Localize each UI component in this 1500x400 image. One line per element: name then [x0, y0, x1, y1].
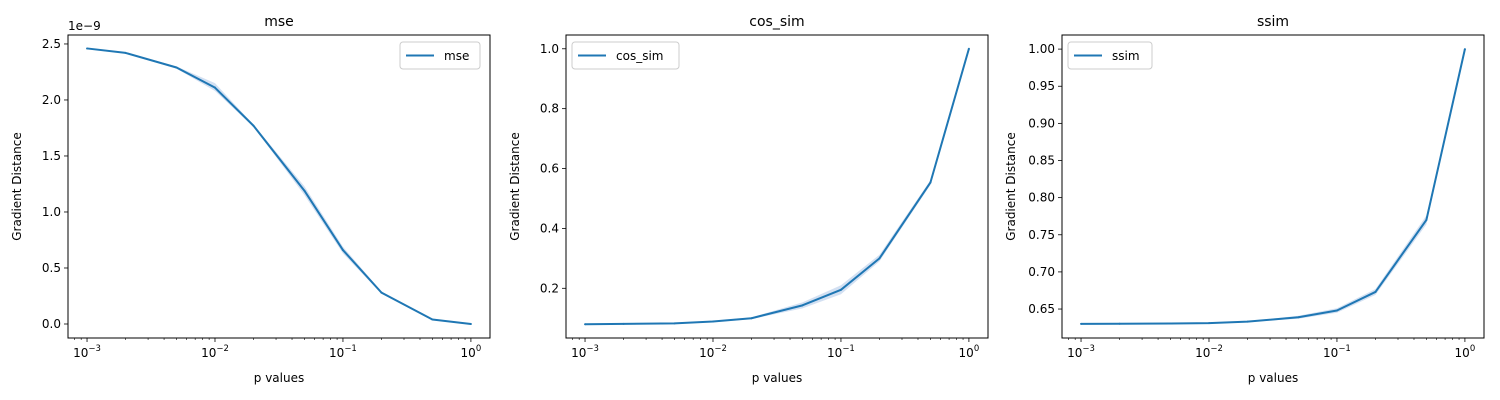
data-point: [622, 322, 625, 325]
x-tick-label: 10−2: [201, 344, 229, 360]
x-axis-label: p values: [752, 371, 802, 385]
data-point: [1335, 309, 1338, 312]
y-tick-label: 0.0: [42, 317, 61, 331]
data-point: [584, 323, 587, 326]
x-tick-label: 10−1: [329, 344, 357, 360]
x-tick-label: 100: [959, 344, 980, 360]
data-point: [469, 322, 472, 325]
axes-frame: [67, 34, 491, 339]
x-tick-label: 10−3: [571, 344, 599, 360]
legend-box: [1067, 41, 1153, 70]
x-tick-label: 10−1: [827, 344, 855, 360]
y-tick-label: 2.0: [42, 93, 61, 107]
chart-panel-mse: mse 10−3 10−2 10−1 100 0.0 0.5 1.0 1.5 2.0 2.5 p va…: [10, 14, 491, 385]
data-point: [124, 51, 127, 54]
legend-label: ssim: [1112, 49, 1140, 63]
y-tick-label: 0.90: [1028, 116, 1055, 130]
data-point: [711, 320, 714, 323]
x-tick-label: 10−1: [1323, 344, 1351, 360]
y-tick-label: 2.5: [42, 37, 61, 51]
legend-label: mse: [444, 49, 469, 63]
legend-box: [399, 41, 481, 70]
confidence-band-mse: [87, 47, 471, 324]
axes-frame: [1061, 34, 1485, 339]
chart-panel-ssim: ssim 10−3 10−2 10−1 100 0.65 0.70 0.75 0.80 0.85 0…: [1004, 14, 1485, 385]
data-point: [380, 291, 383, 294]
data-point: [1463, 48, 1466, 51]
data-point: [1374, 290, 1377, 293]
y-axis-label: Gradient Distance: [10, 132, 24, 241]
series-line-mse: [86, 47, 472, 325]
data-point: [213, 86, 216, 89]
y-tick-label: 0.80: [1028, 191, 1055, 205]
y-tick-label: 0.2: [540, 281, 559, 295]
y-tick-label: 1.5: [42, 149, 61, 163]
data-point: [1080, 322, 1083, 325]
data-point: [86, 47, 89, 50]
x-tick-label: 10−3: [1067, 344, 1095, 360]
data-point: [1425, 218, 1428, 221]
data-point: [967, 47, 970, 50]
data-point: [303, 189, 306, 192]
chart-title: ssim: [1257, 14, 1289, 30]
axes-frame: [565, 34, 989, 339]
x-axis-label: p values: [254, 371, 304, 385]
y-tick-label: 0.75: [1028, 228, 1055, 242]
y-tick-label: 0.65: [1028, 302, 1055, 316]
series-line-ssim: [1081, 48, 1466, 325]
data-point: [750, 317, 753, 320]
x-axis-label: p values: [1248, 371, 1298, 385]
data-point: [1297, 316, 1300, 319]
y-axis-label: Gradient Distance: [508, 132, 522, 241]
data-point: [1169, 322, 1172, 325]
legend: mse: [399, 41, 481, 70]
data-point: [431, 318, 434, 321]
y-axis-label: Gradient Distance: [1004, 132, 1018, 241]
y-tick-label: 0.5: [42, 261, 61, 275]
chart-title: mse: [264, 14, 294, 30]
data-point: [839, 288, 842, 291]
confidence-band-ssim: [1081, 49, 1465, 325]
data-point: [1207, 322, 1210, 325]
y-tick-label: 1.0: [42, 205, 61, 219]
data-point: [929, 181, 932, 184]
data-point: [341, 249, 344, 252]
y-tick-label: 1.0: [540, 42, 559, 56]
data-point: [1118, 322, 1121, 325]
y-tick-label: 0.95: [1028, 79, 1055, 93]
y-tick-label: 1.00: [1028, 42, 1055, 56]
x-tick-label: 10−2: [1195, 344, 1223, 360]
legend-label: cos_sim: [616, 49, 663, 63]
x-tick-label: 10−3: [73, 344, 101, 360]
x-tick-label: 100: [461, 344, 482, 360]
data-point: [1246, 320, 1249, 323]
legend: ssim: [1067, 41, 1153, 70]
x-tick-label: 100: [1455, 344, 1476, 360]
legend: cos_sim: [571, 41, 680, 70]
data-point: [801, 304, 804, 307]
y-tick-label: 0.6: [540, 162, 559, 176]
y-tick-label: 0.85: [1028, 154, 1055, 168]
data-point: [673, 322, 676, 325]
data-point: [878, 257, 881, 260]
data-point: [175, 66, 178, 69]
chart-title: cos_sim: [749, 14, 804, 30]
chart-panel-cos_sim: cos_sim 10−3 10−2 10−1 100 0.2 0.4 0.6 0.8 1.0 p v…: [508, 14, 989, 385]
y-tick-label: 0.8: [540, 102, 559, 116]
data-point: [252, 124, 255, 127]
x-tick-label: 10−2: [699, 344, 727, 360]
y-offset-label: 1e−9: [68, 19, 101, 33]
series-line-cos_sim: [585, 48, 970, 326]
y-tick-label: 0.70: [1028, 265, 1055, 279]
confidence-band-cos_sim: [585, 48, 969, 325]
y-tick-label: 0.4: [540, 221, 559, 235]
legend-box: [571, 41, 680, 70]
